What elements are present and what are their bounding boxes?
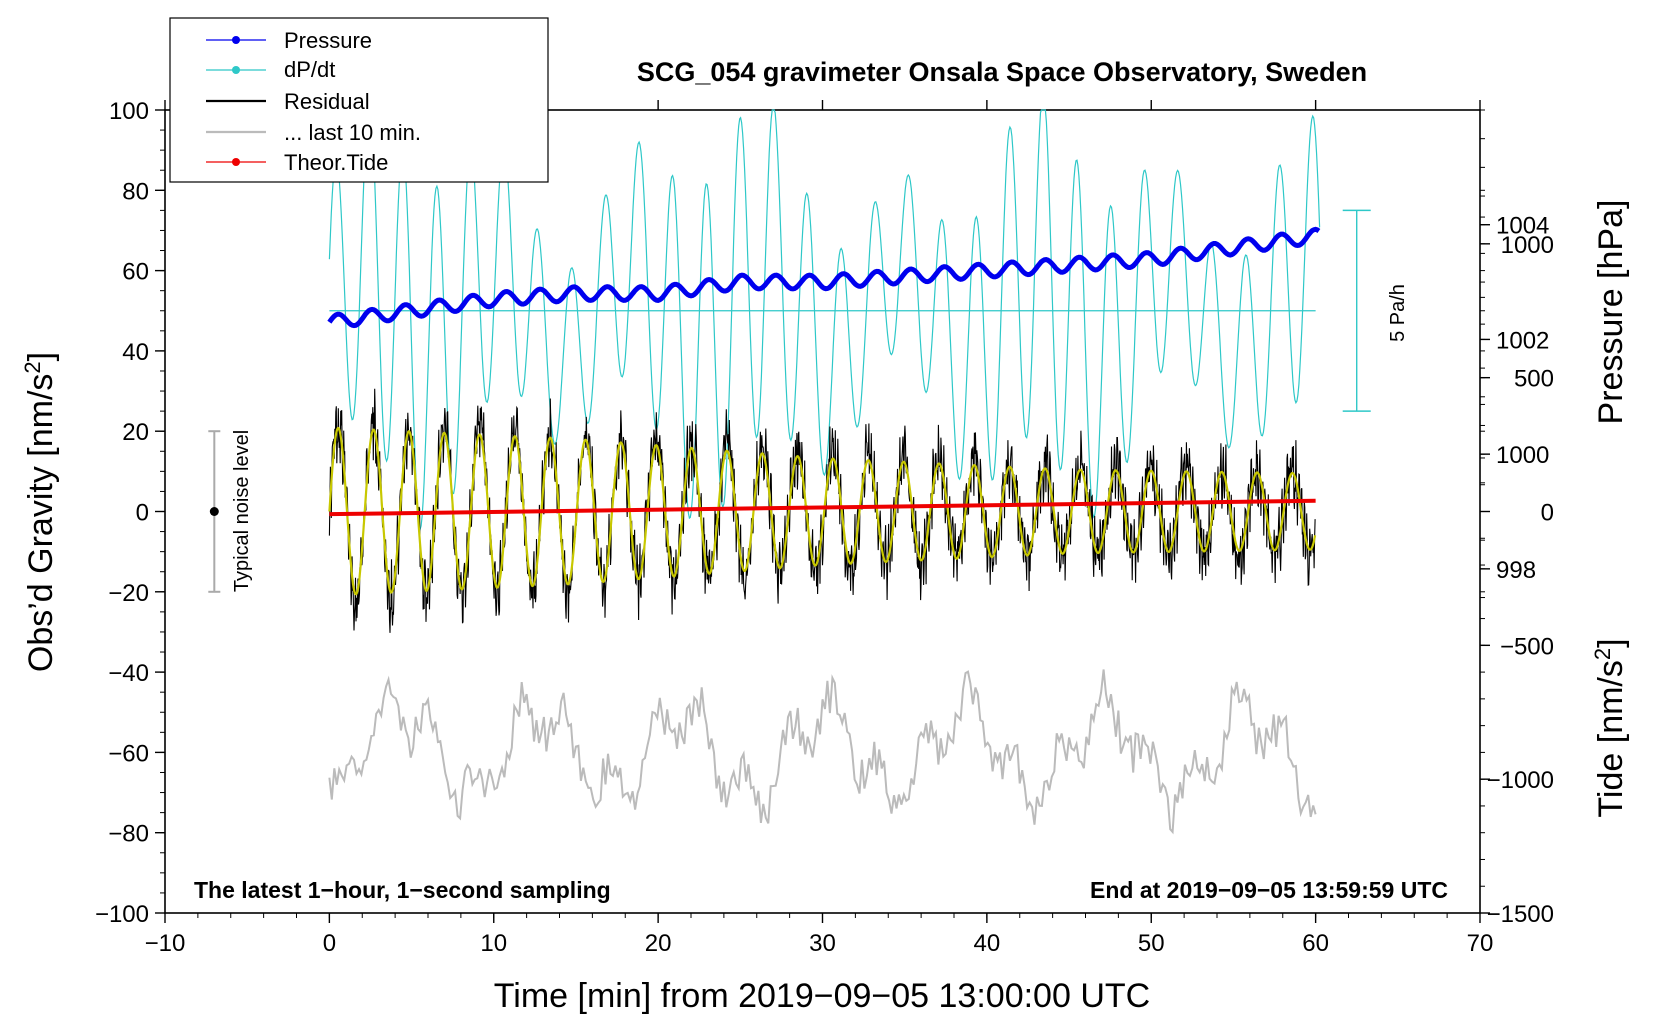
- residual-fit-line: [328, 426, 1317, 596]
- tide-tick-label: −1000: [1487, 767, 1554, 794]
- tide-tick-label: 1000: [1501, 232, 1554, 259]
- x-tick-label: 50: [1138, 930, 1165, 957]
- y-axis-title-gravity: Obs’d Gravity [nm/s2]: [20, 352, 60, 672]
- pressure-line: [327, 226, 1321, 329]
- legend-label-last10: ... last 10 min.: [284, 120, 421, 145]
- pressure-tick-label: 1002: [1496, 327, 1549, 354]
- x-tick-label: 60: [1302, 930, 1329, 957]
- y-tick-label: 100: [109, 98, 149, 125]
- last10-line: [328, 669, 1317, 835]
- legend-marker-pressure: [232, 36, 240, 44]
- y-tick-label: 0: [136, 500, 149, 527]
- residual-line: [328, 388, 1316, 633]
- pressure-tick-label: 1004: [1496, 213, 1549, 240]
- x-tick-label: 40: [974, 930, 1001, 957]
- legend-label-tide: Theor.Tide: [284, 150, 388, 175]
- noise-bar-center: [209, 507, 219, 516]
- y-tick-label: 80: [122, 178, 149, 205]
- series-layer: [208, 109, 1371, 835]
- x-tick-label: 70: [1467, 930, 1494, 957]
- y-tick-label: −100: [95, 901, 149, 928]
- chart-title: SCG_054 gravimeter Onsala Space Observat…: [637, 57, 1367, 87]
- pressure-tick-label: 1000: [1496, 442, 1549, 469]
- y-axis-title-tide: Tide [nm/s2]: [1590, 638, 1630, 817]
- x-axis-title: Time [min] from 2019−09−05 13:00:00 UTC: [494, 977, 1150, 1015]
- dpdt-scale-label: 5 Pa/h: [1387, 284, 1409, 342]
- note-latest-hour: The latest 1−hour, 1−second sampling: [194, 877, 611, 903]
- x-tick-label: 10: [480, 930, 507, 957]
- x-tick-label: 30: [809, 930, 836, 957]
- noise-level-label: Typical noise level: [231, 430, 253, 592]
- legend-label-dpdt: dP/dt: [284, 57, 335, 82]
- y-tick-label: −80: [108, 821, 149, 848]
- dpdt-line: [328, 109, 1321, 532]
- tide-line: [329, 498, 1316, 517]
- x-tick-label: 0: [323, 930, 336, 957]
- axis-ticks: −10 0 10 20 30 40 50 60 70−100−80−60−40−20020406…: [95, 98, 1554, 957]
- pressure-tick-label: 998: [1496, 557, 1536, 584]
- tide-tick-label: 0: [1541, 500, 1554, 527]
- legend-marker-tide: [232, 158, 240, 166]
- tide-tick-label: −500: [1500, 633, 1554, 660]
- y-axis-title-pressure: Pressure [hPa]: [1592, 200, 1630, 425]
- legend: Pressure dP/dt Residual ... last 10 min.…: [169, 17, 549, 183]
- y-tick-label: −20: [108, 580, 149, 607]
- tide-tick-label: 500: [1514, 366, 1554, 393]
- y-tick-label: −40: [108, 660, 149, 687]
- note-end-time: End at 2019−09−05 13:59:59 UTC: [1090, 877, 1448, 903]
- tide-tick-label: −1500: [1487, 901, 1554, 928]
- legend-marker-dpdt: [232, 66, 240, 74]
- legend-label-pressure: Pressure: [284, 28, 372, 53]
- y-tick-label: 20: [122, 419, 149, 446]
- y-tick-label: 40: [122, 339, 149, 366]
- y-tick-label: −60: [108, 740, 149, 767]
- y-tick-label: 60: [122, 259, 149, 286]
- legend-label-residual: Residual: [284, 89, 370, 114]
- x-tick-label: 20: [645, 930, 672, 957]
- x-tick-label: −10: [145, 930, 186, 957]
- legend-box: [169, 17, 549, 183]
